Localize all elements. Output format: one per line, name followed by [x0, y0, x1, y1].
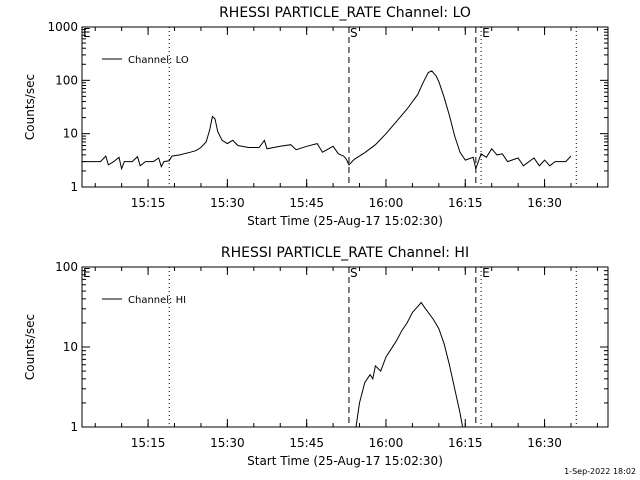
y-tick-label: 1: [70, 180, 78, 194]
x-axis-label: Start Time (25-Aug-17 15:02:30): [247, 454, 443, 468]
x-tick-label: 15:45: [289, 196, 324, 210]
corner-marker-label: E: [83, 266, 91, 280]
y-tick-label: 10: [63, 127, 78, 141]
plot-frame: [81, 26, 609, 188]
series-line: [355, 301, 464, 427]
x-tick-label: 16:30: [527, 196, 562, 210]
legend-label: Channel: LO: [128, 55, 189, 66]
x-axis-label: Start Time (25-Aug-17 15:02:30): [247, 214, 443, 228]
x-tick-label: 15:15: [131, 436, 166, 450]
y-tick-label: 10: [63, 340, 78, 354]
plot-frame: [81, 266, 609, 428]
legend-label: Channel: HI: [128, 295, 186, 306]
event-marker-label: S: [350, 266, 358, 280]
x-tick-label: 15:30: [210, 436, 245, 450]
footer-timestamp: 1-Sep-2022 18:02: [564, 467, 636, 476]
x-tick-label: 15:30: [210, 196, 245, 210]
y-tick-label: 1: [70, 420, 78, 434]
x-tick-label: 15:15: [131, 196, 166, 210]
x-tick-label: 16:15: [448, 196, 483, 210]
chart-title: RHESSI PARTICLE_RATE Channel: HI: [221, 245, 469, 261]
y-tick-label: 100: [55, 73, 78, 87]
x-tick-label: 16:15: [448, 436, 483, 450]
event-marker-label: E: [482, 26, 490, 40]
y-axis-label: Counts/sec: [23, 74, 37, 140]
chart-title: RHESSI PARTICLE_RATE Channel: LO: [219, 5, 471, 21]
panel-1: RHESSI PARTICLE_RATE Channel: LO 1 10 100 10…: [23, 5, 609, 228]
series-line: [82, 70, 572, 171]
x-tick-label: 15:45: [289, 436, 324, 450]
event-marker-label: S: [350, 26, 358, 40]
corner-marker-label: E: [83, 26, 91, 40]
y-tick-label: 100: [55, 260, 78, 274]
y-axis-label: Counts/sec: [23, 314, 37, 380]
event-marker-label: E: [482, 266, 490, 280]
y-tick-label: 1000: [47, 20, 78, 34]
x-tick-label: 16:00: [369, 196, 404, 210]
panel-2: RHESSI PARTICLE_RATE Channel: HI 1 10 100 15…: [23, 245, 609, 468]
x-tick-label: 16:30: [527, 436, 562, 450]
x-tick-label: 16:00: [369, 436, 404, 450]
